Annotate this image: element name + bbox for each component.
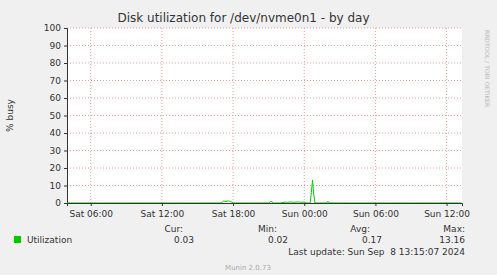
y-tick: 60: [50, 93, 67, 103]
x-tick-label: Sat 06:00: [69, 209, 113, 219]
y-tick-label: 0: [55, 198, 61, 208]
y-tick: 20: [50, 163, 67, 173]
x-tick-mark: [91, 203, 92, 206]
x-tick-label: Sat 18:00: [212, 209, 256, 219]
y-tick-label: 50: [50, 111, 62, 121]
title: Disk utilization for /dev/nvme0n1 - by d…: [117, 11, 369, 25]
x-tick: Sun 00:00: [282, 203, 328, 219]
y-tick-mark: [64, 63, 67, 64]
y-grid-line: [67, 28, 462, 29]
x-tick-label: Sun 12:00: [424, 209, 470, 219]
x-tick: Sat 18:00: [212, 203, 256, 219]
x-axis: Sat 06:00 Sat 12:00 Sat 18:00 Sun 00:00 Sun …: [68, 203, 471, 219]
summary-header: Min:: [258, 224, 277, 234]
x-tick-label: Sat 12:00: [141, 209, 185, 219]
y-tick-mark: [64, 133, 67, 134]
y-tick-label: 30: [50, 146, 62, 156]
x-tick-mark: [375, 203, 376, 206]
y-tick-label: 10: [50, 181, 62, 191]
x-tick: Sun 12:00: [424, 203, 470, 219]
summary-value: 0.17: [362, 235, 382, 245]
x-grid-line: [90, 28, 91, 203]
y-tick-mark: [64, 116, 67, 117]
y-tick: 90: [50, 41, 67, 51]
y-grid-line: [67, 115, 462, 116]
y-tick-label: 80: [50, 58, 62, 68]
y-axis: 0 10 20 30 40 50 60 70 80 90 100: [44, 23, 68, 208]
summary-value: 13.16: [439, 235, 465, 245]
x-tick-mark: [162, 203, 163, 206]
summary-header: Cur:: [164, 224, 183, 234]
axis-line: [68, 204, 463, 207]
y-tick-label: 60: [50, 93, 62, 103]
y-tick: 30: [50, 146, 67, 156]
y-tick-mark: [64, 186, 67, 187]
plot-background: [67, 28, 462, 203]
summary-header: Avg:: [350, 224, 370, 234]
side-credit: RRDTOOL / TOBI OETIKER: [484, 30, 491, 107]
y-tick-mark: [64, 98, 67, 99]
y-grid-line: [67, 185, 462, 186]
summary-value: 0.02: [268, 235, 288, 245]
legend-label: Utilization: [27, 235, 72, 245]
grid: [67, 28, 462, 203]
x-tick-label: Sun 00:00: [282, 209, 328, 219]
x-tick-label: Sun 06:00: [353, 209, 399, 219]
x-grid-line: [233, 28, 234, 203]
y-tick: 80: [50, 58, 67, 68]
y-tick-mark: [64, 28, 67, 29]
y-tick-label: 90: [50, 41, 62, 51]
y-tick-mark: [64, 81, 67, 82]
y-grid-line: [67, 133, 462, 134]
y-tick-mark: [64, 203, 67, 204]
x-grid-line: [304, 28, 305, 203]
data-area: [67, 180, 461, 203]
y-tick-label: 20: [50, 163, 62, 173]
legend-swatch: [14, 236, 21, 243]
chart: Disk utilization for /dev/nvme0n1 - by d…: [0, 0, 497, 275]
footer: Munin 2.0.73: [225, 264, 271, 272]
y-tick: 100: [44, 23, 67, 33]
x-tick-mark: [233, 203, 234, 206]
y-tick-label: 40: [50, 128, 62, 138]
series-line: [67, 180, 461, 203]
x-tick-mark: [304, 203, 305, 206]
axis-line: [64, 29, 68, 204]
y-tick-label: 100: [44, 23, 61, 33]
y-grid-line: [67, 168, 462, 169]
y-tick: 0: [55, 198, 67, 208]
x-tick-mark: [447, 203, 448, 206]
last-update: Last update: Sun Sep 8 13:15:07 2024: [288, 247, 465, 257]
y-tick: 70: [50, 76, 67, 86]
y-tick-mark: [64, 168, 67, 169]
y-tick: 10: [50, 181, 67, 191]
y-grid-line: [67, 98, 462, 99]
x-tick: Sat 12:00: [141, 203, 185, 219]
x-grid-line: [375, 28, 376, 203]
x-grid-line: [161, 28, 162, 203]
y-tick-label: 70: [50, 76, 62, 86]
y-tick: 50: [50, 111, 67, 121]
x-tick: Sat 06:00: [69, 203, 113, 219]
summary-value: 0.03: [174, 235, 194, 245]
y-tick-mark: [64, 151, 67, 152]
summary-header: Max:: [443, 224, 465, 234]
y-grid-line: [67, 150, 462, 151]
y-grid-line: [67, 80, 462, 81]
y-axis-title: % busy: [5, 98, 15, 132]
y-grid-line: [67, 63, 462, 64]
y-tick: 40: [50, 128, 67, 138]
y-tick-mark: [64, 46, 67, 47]
y-grid-line: [67, 45, 462, 46]
x-tick: Sun 06:00: [353, 203, 399, 219]
x-grid-line: [446, 28, 447, 203]
